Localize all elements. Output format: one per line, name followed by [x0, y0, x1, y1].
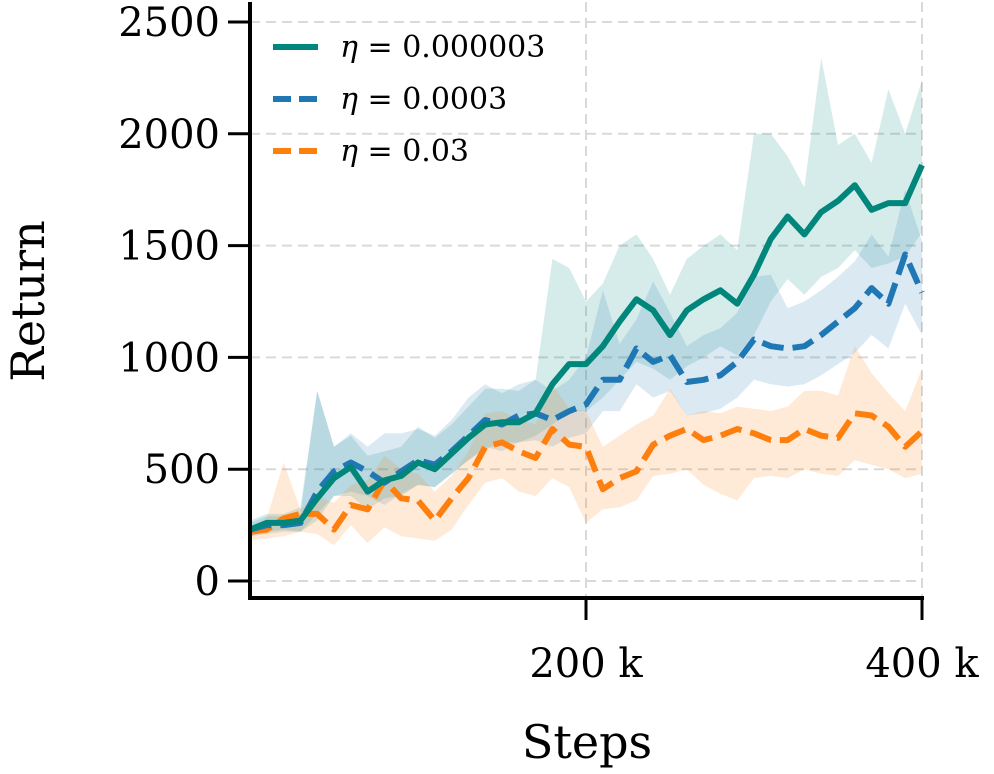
- x-axis-label: Steps: [522, 715, 652, 769]
- legend-entry-1: η = 0.0003: [273, 82, 507, 117]
- legend-entry-2: η = 0.03: [273, 134, 469, 169]
- legend-symbol-0: η: [340, 30, 358, 65]
- x-tick-label-1: 400 k: [865, 641, 979, 687]
- line-series-1: [249, 251, 925, 533]
- legend-symbol-2: η: [340, 134, 358, 169]
- legend-entry-0: η = 0.000003: [273, 30, 545, 65]
- legend-value-0: = 0.000003: [358, 30, 545, 65]
- y-tick-label-4: 2000: [118, 112, 220, 158]
- line-series-0: [248, 163, 925, 533]
- legend-value-1: = 0.0003: [358, 82, 507, 117]
- legend-label-0: η = 0.000003: [340, 30, 545, 65]
- line-series-2: [249, 410, 925, 535]
- y-tick-label-2: 1000: [118, 335, 220, 381]
- legend-symbol-1: η: [340, 82, 358, 117]
- x-tick-label-0: 200 k: [529, 641, 643, 687]
- y-tick-label-5: 2500: [118, 0, 220, 46]
- y-tick-label-0: 0: [195, 559, 220, 605]
- y-tick-label-3: 1500: [118, 224, 220, 270]
- y-axis-label: Return: [1, 220, 55, 382]
- band-series-0: [250, 57, 922, 537]
- x-ticks: 200 k 400 k: [529, 598, 979, 687]
- band-series-2: [250, 346, 922, 546]
- y-ticks: 0 500 1000 1500 2000 2500: [118, 0, 250, 605]
- legend-label-2: η = 0.03: [340, 134, 469, 169]
- y-tick-label-1: 500: [144, 447, 220, 493]
- legend-value-2: = 0.03: [358, 134, 469, 169]
- legend-label-1: η = 0.0003: [340, 82, 507, 117]
- series-lines: [248, 163, 925, 535]
